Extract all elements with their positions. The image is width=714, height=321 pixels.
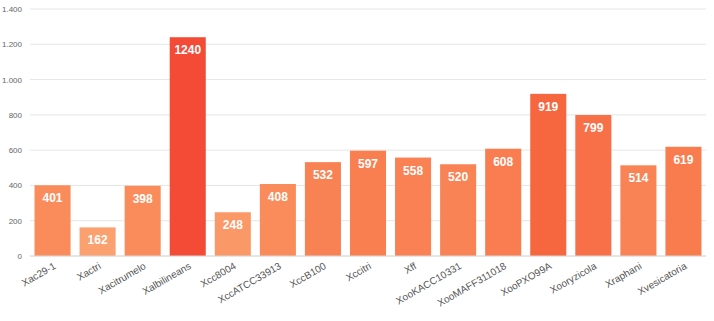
- bars: [35, 37, 702, 256]
- y-tick-label: 1.400: [2, 5, 23, 14]
- bar: [350, 151, 386, 256]
- x-tick-label: Xff: [402, 260, 418, 276]
- y-tick-label: 1.200: [2, 40, 23, 49]
- y-tick-label: 1.000: [2, 76, 23, 85]
- y-tick-label: 600: [9, 146, 23, 155]
- x-tick-label: Xccitri: [344, 260, 373, 283]
- bar: [485, 149, 521, 256]
- data-label: 162: [88, 233, 108, 247]
- chart-container: 0 200 400 600 800 1.000 1.200 1.400 401 162 398 124…: [0, 0, 714, 321]
- bar: [260, 184, 296, 256]
- bar: [395, 158, 431, 256]
- data-label: 408: [268, 190, 288, 204]
- x-tick-label: XccB100: [288, 260, 329, 290]
- bar: [305, 162, 341, 256]
- bar: [80, 227, 116, 256]
- bar: [575, 115, 611, 256]
- chart-svg: 0 200 400 600 800 1.000 1.200 1.400 401 162 398 124…: [0, 0, 714, 321]
- grid: [30, 9, 706, 256]
- bar: [665, 147, 701, 256]
- y-tick-label: 0: [18, 252, 23, 261]
- x-tick-label: XooPXO99A: [499, 260, 554, 298]
- bar: [125, 186, 161, 256]
- data-label: 532: [313, 168, 333, 182]
- y-tick-label: 400: [9, 181, 23, 190]
- x-tick-labels: Xac29-1 XactriXacitrumeloXalbilineansXcc8…: [20, 260, 689, 309]
- data-label: 520: [448, 170, 468, 184]
- grid-line: [30, 79, 706, 80]
- data-label: 248: [223, 218, 243, 232]
- grid-line: [30, 9, 706, 10]
- x-tick-label: Xactri: [75, 260, 103, 282]
- data-label: 1240: [174, 43, 201, 57]
- y-tick-label: 800: [9, 111, 23, 120]
- x-tick-label: Xooryzicola: [548, 260, 599, 296]
- bar: [530, 94, 566, 256]
- x-tick-label: XccATCC33913: [216, 260, 283, 305]
- y-tick-label: 200: [9, 217, 23, 226]
- data-label: 799: [583, 121, 603, 135]
- data-labels: 401 162 398 1240 248 408 532 597 558 520 608 919 799…: [43, 43, 694, 247]
- data-label: 401: [43, 191, 63, 205]
- x-tick-label: Xacitrumelo: [96, 260, 148, 296]
- grid-line: [30, 44, 706, 45]
- data-label: 919: [538, 100, 558, 114]
- data-label: 514: [628, 171, 648, 185]
- data-label: 619: [673, 153, 693, 167]
- bar: [170, 37, 206, 256]
- bar: [35, 185, 71, 256]
- data-label: 597: [358, 157, 378, 171]
- grid-line: [30, 256, 706, 257]
- x-tick-label: Xcc8004: [199, 260, 239, 289]
- x-tick-label: Xvesicatoria: [636, 260, 689, 297]
- bar: [215, 212, 251, 256]
- data-label: 398: [133, 192, 153, 206]
- data-label: 608: [493, 155, 513, 169]
- x-tick-label: Xac29-1: [20, 260, 58, 288]
- x-axis-line: [30, 256, 706, 257]
- bar: [620, 165, 656, 256]
- bar: [440, 164, 476, 256]
- x-tick-label: Xalbilineans: [141, 260, 193, 296]
- data-label: 558: [403, 164, 423, 178]
- x-tick-label: Xraphani: [603, 260, 643, 290]
- x-tick-label: XooMAFF311018: [435, 260, 508, 309]
